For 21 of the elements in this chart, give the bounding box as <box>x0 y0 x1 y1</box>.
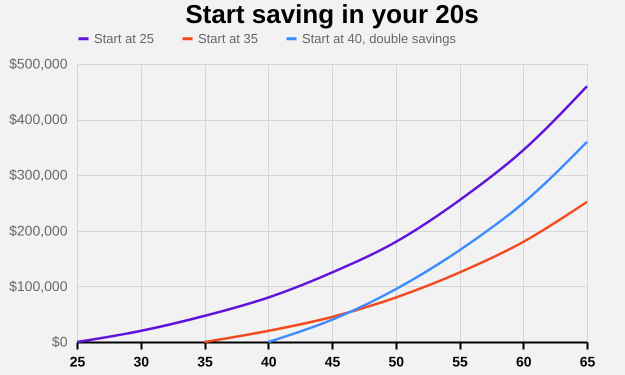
y-tick-label: $100,000 <box>9 278 68 294</box>
x-tick-label: 30 <box>133 354 150 370</box>
x-tick-label: 45 <box>324 354 340 370</box>
y-tick-label: $200,000 <box>9 222 68 238</box>
x-tick-label: 35 <box>197 354 213 370</box>
x-tick-label: 55 <box>452 354 468 370</box>
x-tick-label: 60 <box>516 354 532 370</box>
y-tick-label: $300,000 <box>9 166 68 183</box>
y-tick-label: $0 <box>52 334 68 350</box>
x-tick-label: 25 <box>70 354 86 370</box>
x-tick-label: 65 <box>580 354 596 370</box>
chart-title: Start saving in your 20s <box>185 0 479 29</box>
legend-label: Start at 40, double savings <box>302 30 456 46</box>
line-series <box>267 140 588 344</box>
legend-label: Start at 35 <box>198 30 258 46</box>
legend-label: Start at 25 <box>94 30 154 46</box>
x-tick-label: 50 <box>388 354 404 370</box>
x-tick-label: 40 <box>260 354 277 370</box>
y-tick-label: $400,000 <box>9 111 68 128</box>
y-tick-label: $500,000 <box>9 56 68 72</box>
line-series <box>203 200 588 344</box>
